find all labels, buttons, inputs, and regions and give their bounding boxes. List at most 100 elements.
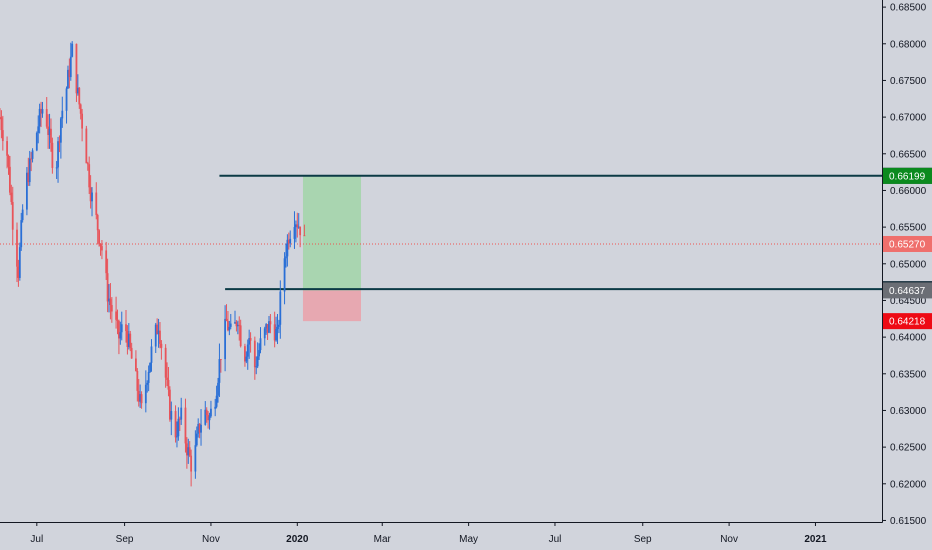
candle-body-84 (166, 377, 168, 380)
time-axis-label: Jul (30, 534, 43, 545)
time-axis-label: Jul (549, 534, 562, 545)
candle-body-117 (229, 323, 232, 327)
candle-body-142 (279, 291, 282, 325)
candle-body-87 (170, 411, 173, 420)
candle-body-132 (259, 338, 262, 351)
candle-body-45 (88, 164, 91, 188)
candle-body-56 (109, 298, 112, 306)
price-badges: 0.662000.661990.652700.646540.646370.642… (883, 167, 932, 330)
candle-body-14 (27, 172, 30, 183)
price-badge-bg-2 (883, 235, 932, 252)
price-tick-label: 0.66500 (890, 149, 927, 160)
candle-body-97 (190, 455, 193, 472)
candle-body-137 (269, 321, 272, 325)
candle-body-61 (119, 332, 122, 339)
candle-body-82 (160, 343, 163, 348)
candle-body-27 (51, 142, 54, 168)
price-tick-label: 0.64000 (890, 333, 927, 344)
candle-body-49 (96, 215, 99, 231)
position-zones (302, 175, 362, 322)
candle-body-113 (224, 318, 227, 360)
time-axis-label: 2021 (804, 534, 827, 545)
candle-body-90 (177, 418, 180, 437)
candle-body-41 (79, 104, 82, 114)
candle-body-76 (149, 362, 151, 372)
candle-body-133 (263, 328, 266, 339)
price-tick-label: 0.61500 (890, 516, 927, 527)
candle-body-20 (38, 108, 41, 127)
candle-body-73 (144, 384, 147, 404)
candle-body-37 (71, 43, 74, 57)
candle-body-118 (234, 322, 236, 324)
candle-body-74 (146, 382, 149, 385)
candle-body-116 (228, 326, 231, 331)
candle-body-70 (137, 390, 140, 402)
price-badge: 0.64218 (889, 317, 926, 328)
candle-body-131 (258, 350, 260, 357)
candle-body-2 (1, 130, 4, 142)
candle-body-135 (266, 324, 269, 333)
candle-body-3 (6, 141, 8, 156)
candle-body-93 (184, 407, 187, 444)
candle-body-7 (11, 201, 14, 230)
candle-body-80 (157, 330, 160, 335)
candle-body-102 (200, 424, 202, 433)
candle-body-58 (115, 311, 117, 320)
candle-body-138 (273, 324, 276, 341)
candle-body-1 (0, 117, 3, 131)
candle-body-15 (28, 158, 31, 183)
candle-body-91 (178, 418, 181, 420)
candle-body-94 (185, 443, 188, 456)
candle-body-149 (294, 224, 297, 228)
candle-body-151 (297, 226, 300, 228)
candle-body-12 (21, 209, 24, 221)
candle-body-42 (81, 113, 84, 129)
candle-body-96 (188, 447, 191, 456)
candle-body-153 (303, 235, 306, 237)
time-axis-label: Nov (720, 534, 738, 545)
candle-body-119 (235, 322, 238, 327)
candle-body-134 (265, 324, 268, 329)
time-axis-label: May (459, 534, 478, 545)
candle-body-88 (174, 411, 177, 438)
price-tick-labels: 0.68500 0.68000 0.67500 0.67000 0.66500 0.660… (882, 3, 927, 527)
candle-body-36 (69, 56, 72, 78)
candle-body-6 (10, 192, 13, 202)
candle-body-38 (75, 43, 78, 94)
candle-body-141 (277, 324, 280, 327)
candle-body-123 (244, 346, 246, 362)
candle-body-57 (110, 305, 113, 312)
candle-body-112 (219, 359, 222, 361)
price-tick-label: 0.67500 (890, 76, 927, 87)
profit-zone (302, 175, 362, 291)
candle-body-16 (30, 158, 33, 160)
candles (0, 41, 306, 487)
candle-body-32 (61, 110, 64, 119)
candle-body-121 (238, 324, 241, 326)
candle-body-64 (126, 331, 129, 347)
price-tick-label: 0.68000 (890, 39, 927, 50)
candle-body-129 (255, 366, 258, 368)
candle-body-83 (164, 347, 167, 378)
candle-body-86 (168, 389, 171, 420)
candle-body-100 (197, 423, 200, 434)
candle-body-29 (57, 141, 59, 168)
price-tick-label: 0.64500 (890, 296, 927, 307)
horizontal-lines (219, 174, 882, 291)
candle-body-108 (214, 406, 217, 409)
candle-body-17 (31, 150, 34, 159)
candle-body-21 (40, 108, 42, 114)
candle-body-106 (208, 416, 211, 421)
price-badge: 0.65270 (889, 239, 926, 250)
price-badge-bg-1 (883, 167, 932, 184)
candle-body-18 (35, 132, 38, 151)
candle-body-143 (283, 258, 286, 292)
candle-body-62 (120, 324, 123, 333)
candle-body-125 (246, 344, 249, 357)
candle-body-99 (195, 433, 198, 446)
price-tick-label: 0.63500 (890, 369, 927, 380)
candle-body-39 (76, 87, 79, 94)
time-axis-label: Nov (202, 534, 220, 545)
